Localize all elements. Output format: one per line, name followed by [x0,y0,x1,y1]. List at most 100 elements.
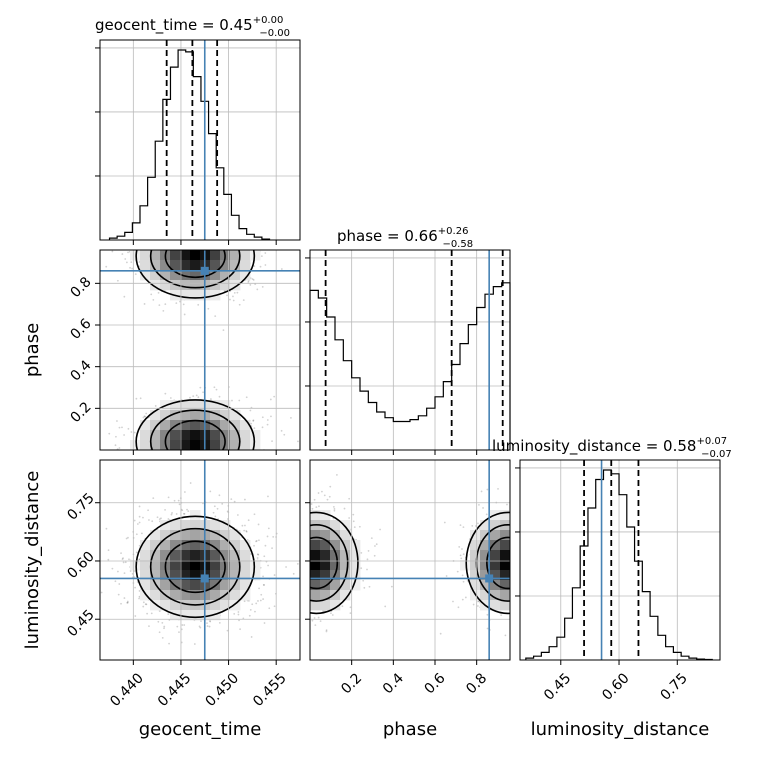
sample-point [178,457,180,459]
density-cell [480,590,491,601]
density-cell [240,260,251,271]
sample-point [353,526,356,529]
density-cell [500,590,510,601]
density-cell [190,260,201,271]
sample-point [125,537,128,540]
sample-point [222,329,225,332]
sample-point [262,575,264,578]
sample-point [512,556,514,558]
sample-point [235,247,237,249]
contour-line [310,536,339,590]
sample-point [518,603,520,605]
sample-point [305,574,307,576]
panel-content [303,474,520,637]
density-cell [490,570,501,581]
density-cell [160,530,171,541]
panel-background [520,460,720,660]
sample-point [486,627,489,630]
sample-point [186,508,188,511]
sample-point [303,617,305,619]
sample-point [170,513,173,516]
sample-point [96,461,98,463]
sample-point [209,245,211,247]
sample-point [215,388,218,391]
sample-point [147,454,149,456]
density-cell [180,560,191,571]
sample-point [245,396,248,399]
sample-point [514,557,516,559]
contour-line [135,515,256,619]
sample-point [305,549,307,551]
sample-point [151,248,153,250]
sample-point [124,258,127,260]
density-cell [190,440,201,450]
sample-point [189,482,192,484]
sample-point [216,241,218,243]
density-cell [150,260,161,271]
density-cell [170,270,181,281]
sample-point [270,246,272,248]
sample-point [127,427,130,430]
sample-point [228,245,230,247]
sample-point [188,457,190,459]
sample-point [305,545,307,547]
sample-point [197,303,200,306]
sample-point [256,557,259,559]
sample-point [518,548,520,550]
sample-point [111,250,114,253]
sample-point [280,429,283,432]
sample-point [155,455,157,457]
ylabel-phase: phase [22,323,43,377]
sample-point [250,553,252,555]
sample-point [128,558,130,561]
panel-frame [99,39,301,241]
sample-point [173,243,175,245]
density-cell [180,410,191,421]
sample-point [512,573,514,575]
density-cell [150,280,161,291]
density-cell [330,600,341,611]
sample-point [177,453,179,455]
density-cell [150,420,161,431]
sample-point [514,554,516,556]
panel-hist-luminosity_distance: 0.45 0.60 0.75 [515,459,721,704]
density-cell [490,540,501,551]
sample-point [366,568,368,571]
sample-point [183,491,186,493]
sample-point [306,541,308,543]
sample-point [181,509,184,512]
sample-point [197,396,200,399]
sample-point [305,557,307,559]
sample-point [157,291,160,294]
sample-point [325,630,328,633]
sample-point [138,456,140,458]
sample-point [191,455,193,457]
sample-point [237,611,240,613]
sample-point [117,570,119,573]
density-cell [170,550,181,561]
sample-point [178,503,181,506]
density-cell [320,600,331,611]
density-cell [170,570,181,581]
sample-point [305,521,307,523]
density-cell [190,430,201,441]
sample-point [251,278,254,280]
sample-point [516,505,518,507]
sample-point [212,453,214,455]
sample-point [482,507,484,509]
sample-point [311,619,314,622]
sample-point [136,454,138,456]
density-cell [230,250,241,261]
sample-point [138,505,141,508]
sample-point [303,578,305,580]
sample-point [255,602,258,605]
sample-point [332,517,335,520]
sample-point [244,524,246,527]
sample-point [314,624,317,627]
sample-point [303,536,305,538]
sample-point [514,528,516,530]
histogram-step-line [108,49,271,240]
sample-point [243,529,246,532]
sample-point [263,584,265,586]
sample-point [122,561,125,564]
